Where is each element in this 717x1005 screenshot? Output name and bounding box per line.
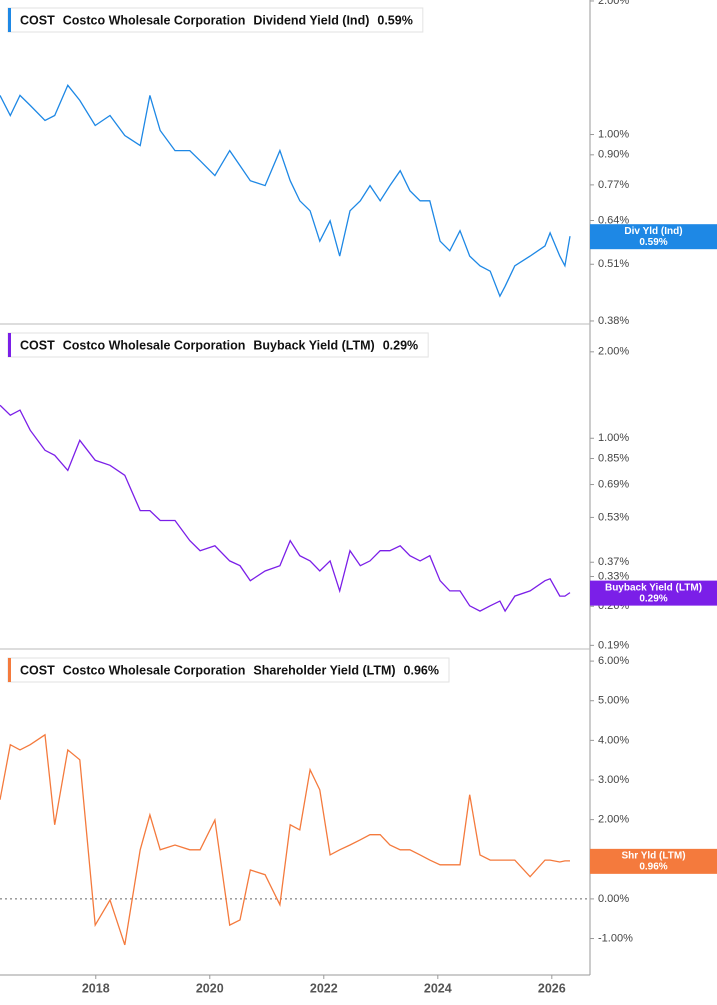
legend-ticker: COST [20, 13, 55, 27]
y-tick-label: 1.00% [598, 128, 629, 140]
y-tick-label: 4.00% [598, 734, 629, 746]
value-tag [590, 848, 717, 874]
series-line [0, 733, 570, 946]
x-tick-label: 2020 [196, 981, 224, 995]
y-tick-label: -1.00% [598, 932, 633, 944]
legend-value: 0.59% [377, 13, 412, 27]
series-line [0, 84, 571, 298]
legend-swatch [8, 658, 11, 682]
series-line [0, 404, 571, 613]
y-tick-label: 0.19% [598, 639, 629, 651]
value-tag-value: 0.96% [639, 861, 667, 872]
legend-box [7, 7, 424, 33]
y-tick-label: 0.64% [598, 214, 629, 226]
y-tick-label: 0.90% [598, 149, 629, 161]
legend-metric: Buyback Yield (LTM) [253, 338, 374, 352]
x-tick-label: 2018 [82, 981, 110, 995]
legend-swatch [8, 8, 11, 32]
y-tick-label: 2.00% [598, 346, 629, 358]
y-tick-label: 0.51% [598, 258, 629, 270]
legend-value: 0.29% [383, 338, 418, 352]
value-tag-name: Buyback Yield (LTM) [605, 582, 702, 593]
value-tag-value: 0.29% [639, 593, 667, 604]
value-tag [590, 224, 717, 250]
legend-metric: Dividend Yield (Ind) [253, 13, 369, 27]
y-tick-label: 0.33% [598, 570, 629, 582]
x-tick-label: 2022 [310, 981, 338, 995]
y-tick-label: 0.77% [598, 179, 629, 191]
legend-metric: Shareholder Yield (LTM) [253, 663, 395, 677]
x-tick-label: 2024 [424, 981, 452, 995]
y-tick-label: 0.69% [598, 478, 629, 490]
y-tick-label: 0.85% [598, 452, 629, 464]
y-tick-label: 6.00% [598, 655, 629, 667]
value-tag-value: 0.59% [639, 237, 667, 248]
legend-box [7, 657, 450, 683]
legend-swatch [8, 333, 11, 357]
legend-company: Costco Wholesale Corporation [63, 13, 246, 27]
legend-company: Costco Wholesale Corporation [63, 663, 246, 677]
value-tag-name: Div Yld (Ind) [624, 226, 682, 237]
y-tick-label: 0.38% [598, 315, 629, 327]
x-tick-label: 2026 [538, 981, 566, 995]
value-tag [590, 580, 717, 606]
y-tick-label: 0.37% [598, 556, 629, 568]
y-tick-label: 2.00% [598, 0, 629, 7]
y-tick-label: 2.00% [598, 814, 629, 826]
legend-ticker: COST [20, 663, 55, 677]
y-tick-label: 0.53% [598, 511, 629, 523]
legend-company: Costco Wholesale Corporation [63, 338, 246, 352]
legend-ticker: COST [20, 338, 55, 352]
value-tag-name: Shr Yld (LTM) [621, 850, 685, 861]
y-tick-label: 1.00% [598, 432, 629, 444]
y-tick-label: 5.00% [598, 695, 629, 707]
y-tick-label: 0.00% [598, 893, 629, 905]
legend-value: 0.96% [404, 663, 439, 677]
y-tick-label: 3.00% [598, 774, 629, 786]
